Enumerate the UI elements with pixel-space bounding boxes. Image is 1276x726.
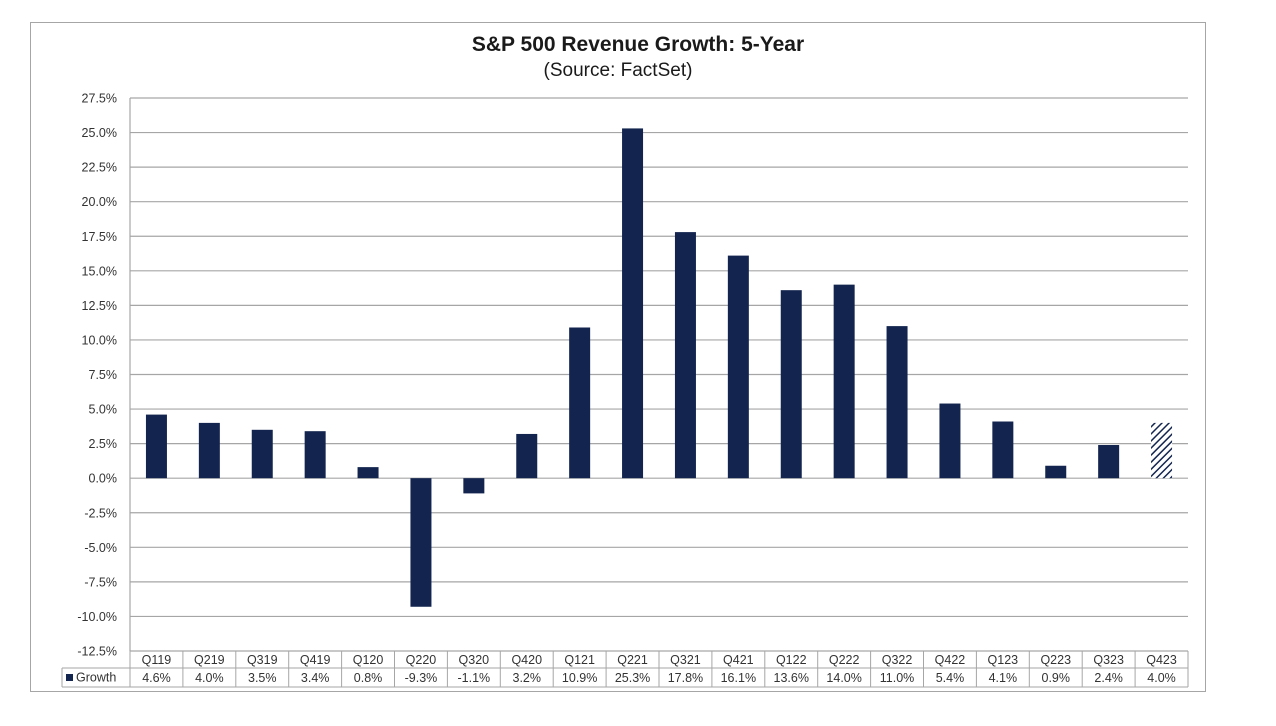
- y-tick-label: 17.5%: [82, 230, 117, 244]
- data-label: 3.2%: [513, 671, 542, 685]
- data-label: 11.0%: [880, 671, 915, 685]
- y-tick-label: -5.0%: [84, 541, 117, 555]
- y-tick-label: 12.5%: [82, 299, 117, 313]
- x-tick-label: Q321: [670, 653, 701, 667]
- y-tick-label: -7.5%: [84, 575, 117, 589]
- bar-q321: [674, 232, 696, 479]
- bar-q320: [463, 478, 485, 494]
- x-tick-label: Q121: [564, 653, 595, 667]
- data-label: 3.4%: [301, 671, 330, 685]
- y-tick-label: -12.5%: [77, 645, 117, 659]
- chart-frame: [30, 22, 1206, 692]
- x-tick-label: Q319: [247, 653, 278, 667]
- legend-swatch: [66, 674, 73, 681]
- y-axis-ticks: 27.5% 25.0% 22.5% 20.0% 17.5% 15.0% 12.5% 10.0%…: [77, 92, 117, 659]
- y-tick-label: 0.0%: [89, 472, 118, 486]
- data-label: 4.0%: [195, 671, 224, 685]
- data-label: 10.9%: [562, 671, 597, 685]
- y-tick-label: 22.5%: [82, 161, 117, 175]
- bar-q421: [727, 255, 749, 479]
- chart-title: S&P 500 Revenue Growth: 5-Year: [471, 33, 805, 56]
- bar-q220: [410, 478, 432, 607]
- x-tick-label: Q219: [194, 653, 225, 667]
- y-tick-label: 5.0%: [89, 403, 118, 417]
- data-label: 4.6%: [142, 671, 171, 685]
- bar-q219: [198, 422, 220, 479]
- x-tick-label: Q221: [617, 653, 648, 667]
- chart-subtitle: (Source: FactSet): [543, 60, 693, 81]
- data-label: -1.1%: [458, 671, 491, 685]
- x-tick-label: Q120: [353, 653, 384, 667]
- x-tick-label: Q420: [511, 653, 542, 667]
- x-tick-label: Q322: [882, 653, 913, 667]
- y-tick-label: 7.5%: [89, 368, 118, 382]
- bars: [145, 128, 1173, 607]
- data-label: 17.8%: [668, 671, 703, 685]
- bar-q222: [833, 284, 855, 479]
- data-label: 16.1%: [721, 671, 756, 685]
- data-table: Growth Q119 4.6% Q219 4.0% Q319 3.5% Q419 3.4% Q1…: [61, 650, 1189, 688]
- x-tick-label: Q423: [1146, 653, 1177, 667]
- x-tick-label: Q220: [406, 653, 437, 667]
- x-tick-label: Q419: [300, 653, 331, 667]
- x-tick-label: Q223: [1040, 653, 1071, 667]
- data-label: 25.3%: [615, 671, 650, 685]
- bar-q120: [357, 467, 379, 479]
- x-tick-label: Q422: [935, 653, 966, 667]
- bar-q323: [1098, 445, 1120, 479]
- x-tick-label: Q320: [459, 653, 490, 667]
- data-label: 14.0%: [826, 671, 861, 685]
- bar-q319: [251, 429, 273, 479]
- bar-q422: [939, 403, 961, 479]
- y-tick-label: 15.0%: [82, 264, 117, 278]
- data-label: -9.3%: [405, 671, 438, 685]
- bar-q121: [569, 327, 591, 479]
- x-tick-label: Q421: [723, 653, 754, 667]
- x-tick-label: Q119: [142, 653, 172, 667]
- bar-q122: [780, 290, 802, 479]
- data-label: 13.6%: [774, 671, 809, 685]
- y-tick-label: -10.0%: [77, 610, 117, 624]
- bar-q221: [622, 128, 644, 479]
- y-tick-label: 25.0%: [82, 126, 117, 140]
- data-label: 4.0%: [1147, 671, 1176, 685]
- x-tick-label: Q123: [988, 653, 1019, 667]
- bar-q420: [516, 433, 538, 479]
- bar-q322: [886, 326, 908, 479]
- data-label: 5.4%: [936, 671, 965, 685]
- gridlines: [129, 97, 1188, 652]
- data-label: 0.8%: [354, 671, 383, 685]
- x-tick-label: Q222: [829, 653, 860, 667]
- bar-q123: [992, 421, 1014, 479]
- bar-q223: [1045, 465, 1067, 479]
- bar-q423: [1151, 422, 1173, 479]
- x-tick-label: Q323: [1093, 653, 1124, 667]
- data-label: 2.4%: [1094, 671, 1123, 685]
- bar-q119: [145, 414, 167, 479]
- data-label: 4.1%: [989, 671, 1018, 685]
- data-label: 3.5%: [248, 671, 277, 685]
- y-tick-label: 27.5%: [82, 92, 117, 106]
- y-tick-label: -2.5%: [84, 506, 117, 520]
- data-label: 0.9%: [1042, 671, 1071, 685]
- legend-label: Growth: [76, 671, 116, 685]
- x-tick-label: Q122: [776, 653, 807, 667]
- y-tick-label: 2.5%: [89, 437, 118, 451]
- bar-q419: [304, 431, 326, 479]
- y-tick-label: 10.0%: [82, 333, 117, 347]
- y-tick-label: 20.0%: [82, 195, 117, 209]
